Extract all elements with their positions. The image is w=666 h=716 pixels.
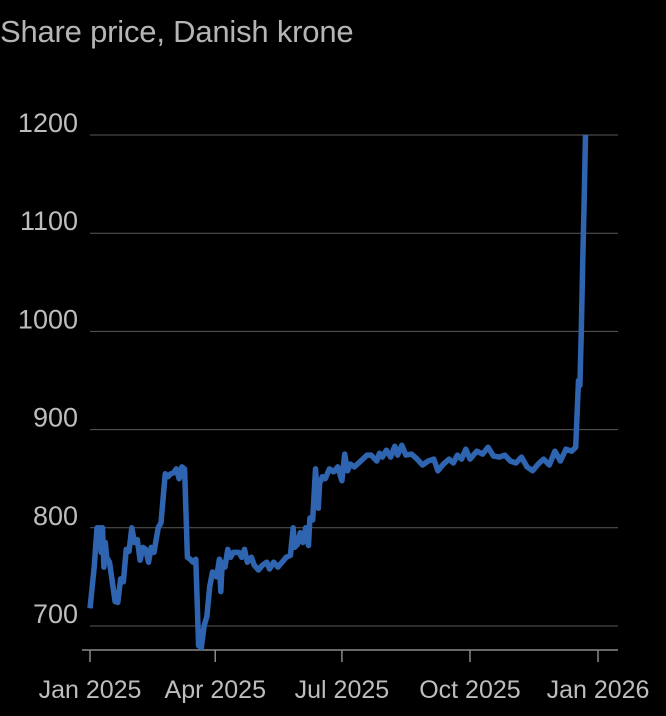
y-tick-label-1100: 1100	[20, 206, 78, 236]
y-tick-label-1200: 1200	[18, 108, 78, 138]
series-line-0	[87, 134, 589, 651]
y-tick-label-700: 700	[33, 599, 78, 629]
y-axis-ticks: 700 800 900 1000 1100 1200	[18, 108, 78, 629]
x-tick-label-1: Apr 2025	[165, 676, 266, 704]
x-axis: Jan 2025 Apr 2025 Jul 2025 Oct 2025 Jan 2026	[39, 649, 650, 704]
x-tick-label-2: Jul 2025	[295, 676, 390, 704]
y-tick-label-900: 900	[33, 403, 78, 433]
y-tick-label-800: 800	[33, 501, 78, 531]
x-tick-label-4: Jan 2026	[547, 676, 650, 704]
x-tick-label-0: Jan 2025	[39, 676, 142, 704]
x-tick-label-3: Oct 2025	[419, 676, 520, 704]
y-tick-label-1000: 1000	[18, 304, 78, 334]
grid-lines	[90, 134, 618, 627]
chart-title: Share price, Danish krone	[0, 14, 354, 49]
series-layer	[87, 134, 589, 651]
